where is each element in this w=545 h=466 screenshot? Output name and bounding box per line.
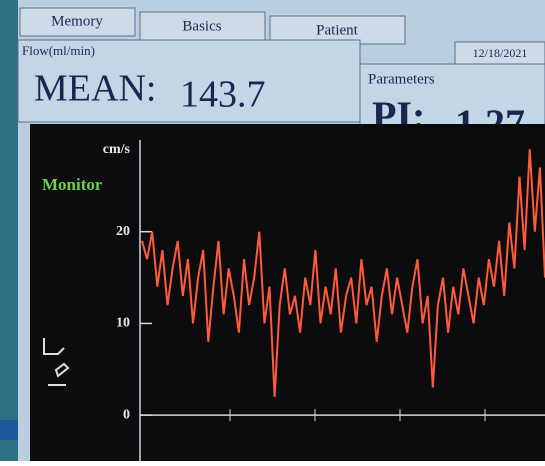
mean-label: MEAN:	[34, 68, 156, 110]
tab-label: Patient	[316, 22, 358, 38]
date: 12/18/2021	[473, 46, 528, 60]
unit-label: cm/s	[103, 142, 131, 157]
flow-label: Flow(ml/min)	[22, 43, 95, 58]
y-tick-label: 20	[116, 224, 130, 239]
y-tick-label: 10	[116, 316, 130, 331]
monitor-screen: Memory Basics Patient 12/18/2021 Flow(ml…	[0, 0, 545, 461]
tab-label: Basics	[182, 18, 221, 34]
badge	[0, 420, 18, 440]
page: Memory Basics Patient 12/18/2021 Flow(ml…	[0, 0, 545, 461]
tab-label: Memory	[51, 13, 103, 29]
mean-value: 143.7	[180, 74, 266, 116]
y-tick-label: 0	[123, 407, 130, 422]
parameters-label: Parameters	[368, 71, 435, 87]
mode-label: Monitor	[42, 175, 103, 194]
